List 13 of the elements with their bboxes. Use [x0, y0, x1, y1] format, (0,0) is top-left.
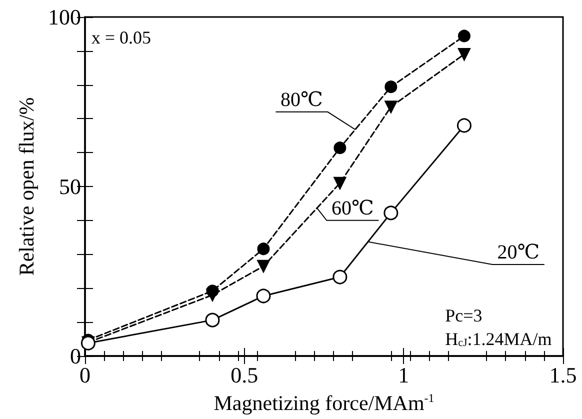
annotation: Pc=3: [445, 305, 482, 326]
annotation: HcJ:1.24MA/m: [445, 329, 552, 350]
annotation: x = 0.05: [91, 27, 152, 48]
series-label: 80℃: [280, 88, 323, 111]
text: 20℃: [497, 241, 540, 264]
y-tick-label: 50: [59, 174, 81, 199]
y-axis-title: Relative open flux/%: [14, 97, 39, 276]
y-tick-label: 100: [48, 4, 81, 30]
series-label: 60℃: [331, 197, 374, 220]
x-tick-label: 1: [398, 362, 410, 388]
y-tick-label: 0: [70, 344, 81, 368]
x-tick-label: 1.5: [549, 362, 577, 388]
x-tick-label: 0.5: [230, 362, 258, 388]
